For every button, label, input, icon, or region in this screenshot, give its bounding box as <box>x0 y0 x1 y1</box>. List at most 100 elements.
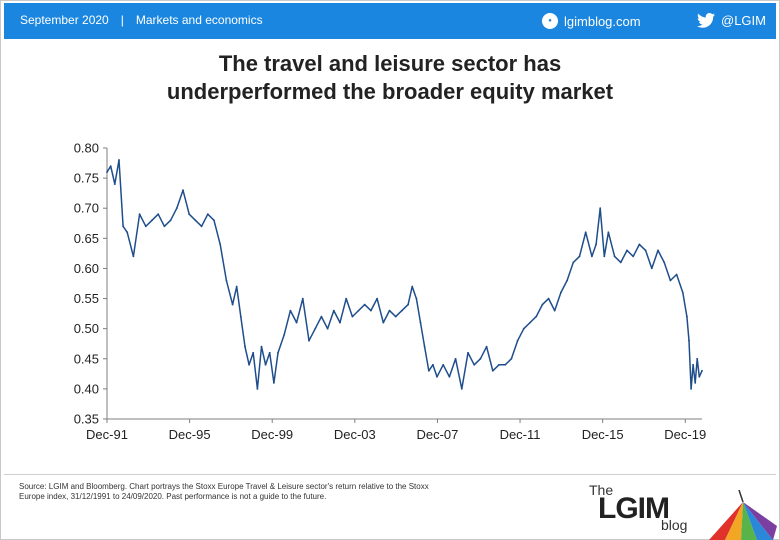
data-point <box>603 255 606 258</box>
data-point <box>252 351 255 354</box>
data-point <box>607 231 610 234</box>
data-point <box>132 255 135 258</box>
header-left: September 2020 | Markets and economics <box>20 13 263 27</box>
data-point <box>541 303 544 306</box>
data-point <box>388 309 391 312</box>
y-tick-label: 0.75 <box>74 171 99 186</box>
data-point <box>163 225 166 228</box>
series-line-0 <box>106 159 703 390</box>
data-point <box>138 213 141 216</box>
data-point <box>411 285 414 288</box>
data-point <box>194 219 197 222</box>
y-tick-label: 0.45 <box>74 351 99 366</box>
data-point <box>619 261 622 264</box>
data-point <box>578 255 581 258</box>
data-point <box>522 327 525 330</box>
data-point <box>436 375 438 378</box>
data-point <box>301 297 304 300</box>
y-tick-label: 0.35 <box>74 412 99 427</box>
twitter-handle: @LGIM <box>721 13 766 28</box>
data-point <box>268 351 271 354</box>
x-tick-label: Dec-99 <box>251 427 293 442</box>
data-point <box>407 303 409 306</box>
data-point <box>547 297 550 300</box>
y-tick-label: 0.80 <box>74 141 99 156</box>
data-point <box>109 165 112 168</box>
y-tick-label: 0.70 <box>74 201 99 216</box>
plot-area <box>106 159 703 390</box>
x-axis: Dec-91 Dec-95 Dec-99 Dec-03 Dec-07 Dec-11 Dec-… <box>86 418 706 442</box>
data-point <box>345 297 348 300</box>
data-point <box>225 279 228 282</box>
data-point <box>504 363 507 366</box>
data-point <box>113 183 116 186</box>
data-point <box>206 213 209 216</box>
site-link[interactable]: ● lgimblog.com <box>542 13 641 29</box>
data-point <box>326 327 329 330</box>
data-point <box>692 363 694 366</box>
data-point <box>157 213 160 216</box>
data-point <box>320 315 323 318</box>
data-point <box>188 213 191 216</box>
data-point <box>448 375 451 378</box>
data-point <box>690 388 692 390</box>
data-point <box>479 357 482 360</box>
data-point <box>339 321 341 324</box>
data-point <box>572 261 575 264</box>
data-point <box>529 321 531 324</box>
x-tick-label: Dec-95 <box>169 427 211 442</box>
data-point <box>235 285 238 288</box>
data-point <box>591 255 593 258</box>
data-point <box>308 339 310 342</box>
data-point <box>423 345 426 348</box>
data-point <box>273 382 275 384</box>
data-point <box>144 225 147 228</box>
data-point <box>239 315 242 318</box>
data-point <box>638 243 641 246</box>
data-point <box>442 363 445 366</box>
data-point <box>427 369 430 372</box>
data-point <box>584 231 587 234</box>
data-point <box>213 219 215 222</box>
data-point <box>491 369 494 372</box>
y-axis: 0.80 0.75 0.70 0.65 0.60 0.55 0.50 0.45 0.40 0.35 <box>74 141 108 427</box>
data-point <box>332 309 335 312</box>
data-point <box>382 321 385 324</box>
data-point <box>357 309 360 312</box>
data-point <box>560 291 562 294</box>
y-tick-label: 0.40 <box>74 381 99 396</box>
chart-title-line-1: The travel and leisure sector has <box>218 51 562 76</box>
data-point <box>657 249 659 252</box>
umbrella-icon <box>709 490 777 540</box>
y-tick-label: 0.60 <box>74 261 99 276</box>
twitter-link[interactable]: @LGIM <box>697 13 766 28</box>
data-point <box>535 315 538 318</box>
logo-the: The <box>589 482 614 498</box>
data-point <box>663 261 666 264</box>
x-tick-label: Dec-19 <box>664 427 706 442</box>
data-point <box>510 357 513 360</box>
data-point <box>182 189 184 192</box>
site-label: lgimblog.com <box>564 13 641 29</box>
y-tick-label: 0.65 <box>74 231 99 246</box>
data-point <box>613 255 616 258</box>
x-tick-label: Dec-07 <box>416 427 458 442</box>
data-point <box>231 303 234 306</box>
data-point <box>122 225 124 228</box>
lgim-blog-logo[interactable]: The LGIM blog <box>585 478 780 540</box>
data-point <box>696 357 699 360</box>
data-point <box>283 333 286 336</box>
header-category[interactable]: Markets and economics <box>135 13 263 27</box>
data-point <box>473 363 476 366</box>
header-date: September 2020 <box>20 13 109 27</box>
y-tick-label: 0.55 <box>74 291 99 306</box>
data-point <box>701 369 703 372</box>
chart-title-line-2: underperformed the broader equity market <box>166 79 614 104</box>
x-tick-label: Dec-11 <box>500 427 541 442</box>
data-point <box>632 255 635 258</box>
data-point <box>219 243 222 246</box>
data-point <box>314 327 317 330</box>
data-point <box>106 171 108 174</box>
source-note: Source: LGIM and Bloomberg. Chart portra… <box>19 482 429 501</box>
